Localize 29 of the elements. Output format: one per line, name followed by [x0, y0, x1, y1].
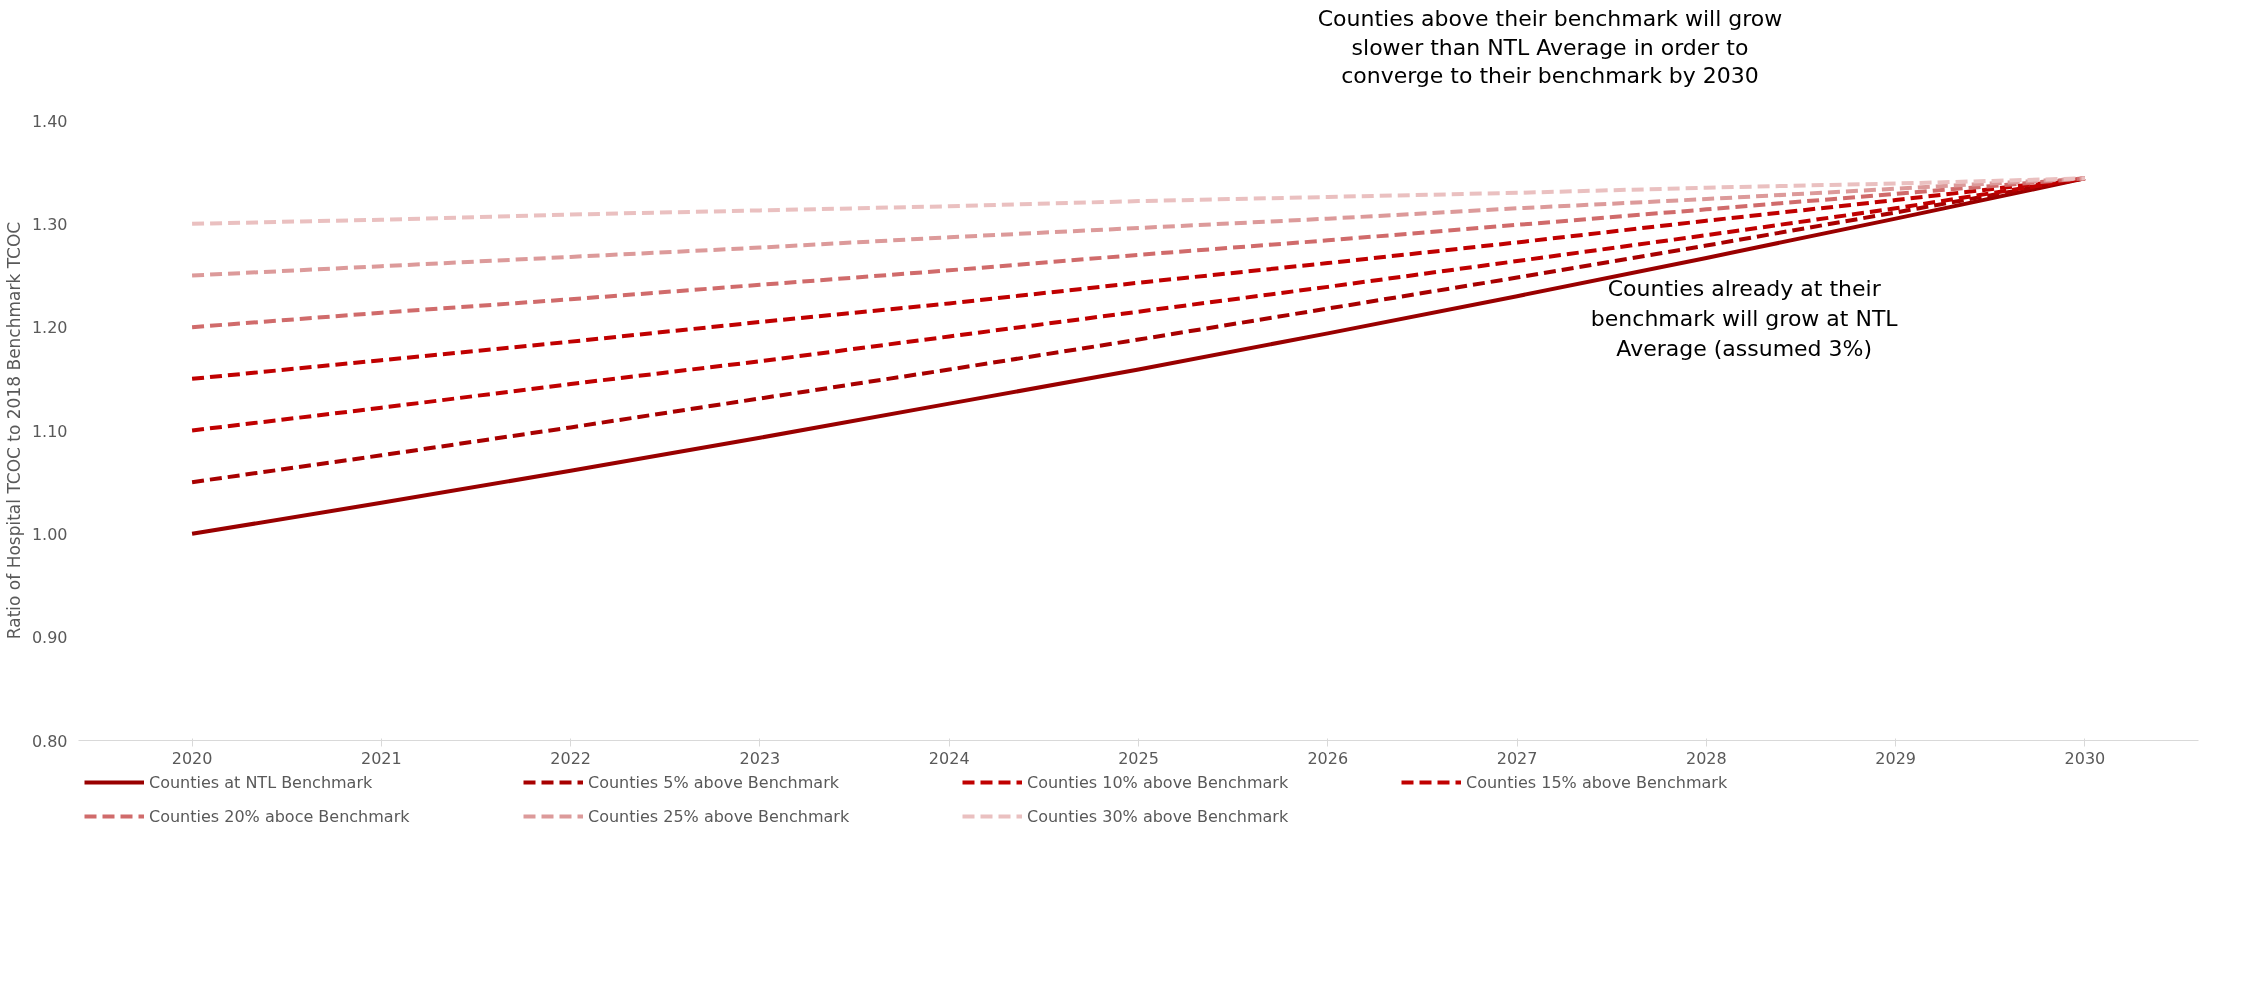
line-series	[190, 176, 2087, 226]
x-tick-label: 2023	[739, 748, 781, 768]
x-tick-label: 2020	[171, 748, 213, 768]
x-tick-label: 2029	[1875, 748, 1916, 768]
y-tick-label: 1.30	[31, 214, 68, 234]
legend-label: Counties 10% above Benchmark	[1027, 772, 1290, 792]
legend-label: Counties 5% above Benchmark	[588, 772, 840, 792]
annotation: Counties already at their benchmark will grow at NTL Average (assumed 3%)	[1590, 275, 1899, 361]
x-tick-label: 2028	[1686, 748, 1727, 768]
x-tick-label: 2027	[1496, 748, 1538, 768]
x-tick-label: 2030	[2064, 748, 2106, 768]
legend-label: Counties 30% above Benchmark	[1027, 806, 1290, 826]
x-tick-label: 2022	[550, 748, 591, 768]
x-tick-label: 2025	[1118, 748, 1159, 768]
legend-label: Counties 15% above Benchmark	[1466, 772, 1729, 792]
x-tick-label: 2026	[1307, 748, 1349, 768]
y-tick-label: 1.00	[31, 524, 68, 544]
text: Counties above their benchmark will grow slower than NTL Average in order to converge to their benchmark by 2030	[1316, 5, 1784, 91]
x-tick-label: 2021	[361, 748, 402, 768]
y-tick-label: 0.80	[31, 731, 68, 751]
y-tick-label: 0.90	[31, 628, 68, 648]
x-tick-label: 2024	[928, 748, 970, 768]
y-tick-label: 1.40	[31, 111, 68, 131]
y-tick-label: 1.10	[31, 421, 68, 441]
legend-label: Counties at NTL Benchmark	[149, 772, 374, 792]
legend-label: Counties 25% above Benchmark	[588, 806, 851, 826]
y-axis-title: Ratio of Hospital TCOC to 2018 Benchmark TCOC	[3, 221, 24, 640]
y-tick-label: 1.20	[31, 318, 68, 338]
legend-label: Counties 20% aboce Benchmark	[149, 806, 411, 826]
